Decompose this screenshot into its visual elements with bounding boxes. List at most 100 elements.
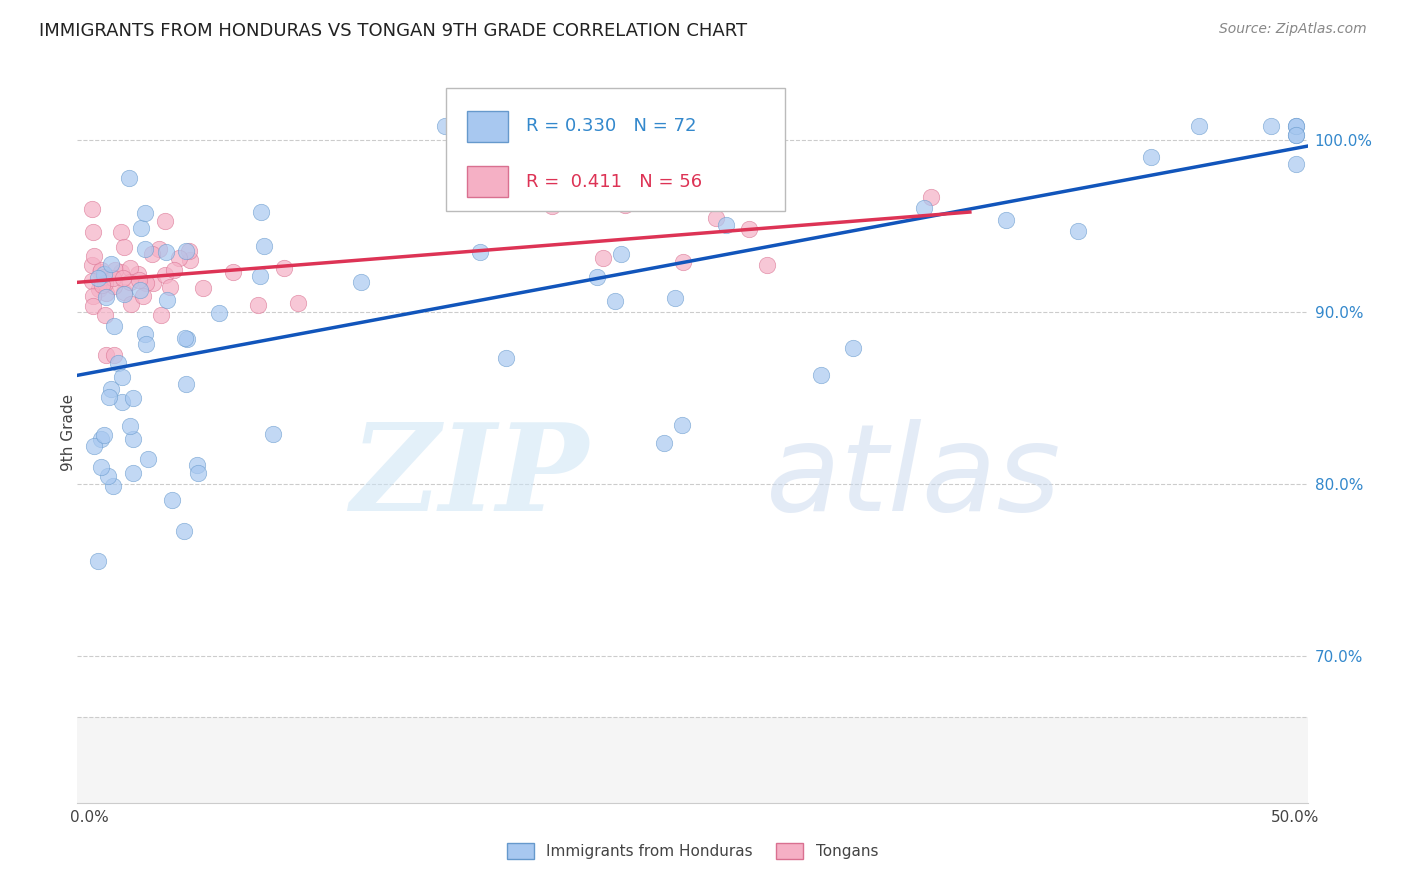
Point <box>1067 224 1090 238</box>
Point <box>755 259 778 273</box>
Point <box>150 308 173 322</box>
Point <box>912 202 935 216</box>
Point <box>96 290 118 304</box>
Point <box>128 273 150 287</box>
Bar <box>77 716 1308 803</box>
Point <box>83 249 105 263</box>
Text: R =  0.411   N = 56: R = 0.411 N = 56 <box>526 172 703 191</box>
Point <box>714 218 737 232</box>
Point <box>1284 119 1306 133</box>
Point <box>97 469 120 483</box>
Point <box>87 270 110 285</box>
Point <box>664 291 686 305</box>
Point <box>122 391 145 405</box>
Point <box>247 298 270 312</box>
Text: atlas: atlas <box>766 418 1062 535</box>
Point <box>97 390 120 404</box>
Point <box>738 221 761 235</box>
Point <box>94 286 117 301</box>
Point <box>118 170 141 185</box>
Point <box>110 265 132 279</box>
Point <box>155 245 177 260</box>
Point <box>93 308 115 322</box>
Point <box>671 417 693 432</box>
Point <box>1260 119 1282 133</box>
Text: R = 0.330   N = 72: R = 0.330 N = 72 <box>526 118 697 136</box>
Point <box>1188 119 1211 133</box>
Point <box>90 460 112 475</box>
Point <box>89 265 111 279</box>
Point <box>89 282 111 296</box>
Point <box>249 268 271 283</box>
Point <box>350 275 373 289</box>
Y-axis label: 9th Grade: 9th Grade <box>62 394 76 471</box>
Point <box>174 331 197 345</box>
Point <box>121 466 143 480</box>
FancyBboxPatch shape <box>447 88 785 211</box>
Point <box>155 268 177 282</box>
Point <box>614 198 637 212</box>
Point <box>110 225 132 239</box>
Point <box>136 452 159 467</box>
Point <box>287 295 309 310</box>
Point <box>603 293 626 308</box>
Point <box>174 244 197 258</box>
Point <box>96 348 118 362</box>
Point <box>93 428 115 442</box>
Point <box>163 262 186 277</box>
Legend: Immigrants from Honduras, Tongans: Immigrants from Honduras, Tongans <box>501 838 884 865</box>
Point <box>83 439 105 453</box>
Point <box>706 211 728 226</box>
Point <box>134 326 156 341</box>
Point <box>541 199 564 213</box>
Point <box>134 206 156 220</box>
Point <box>434 119 457 133</box>
Point <box>112 285 135 299</box>
Point <box>179 244 201 258</box>
Point <box>187 467 209 481</box>
Bar <box>467 111 508 142</box>
Point <box>250 205 273 219</box>
Point <box>1139 150 1161 164</box>
Point <box>609 247 631 261</box>
Point <box>222 265 245 279</box>
Point <box>131 289 153 303</box>
Point <box>80 202 103 217</box>
Point <box>543 185 565 199</box>
Point <box>112 240 135 254</box>
Point <box>160 493 183 508</box>
Point <box>707 119 730 133</box>
Point <box>103 271 125 285</box>
Point <box>103 318 125 333</box>
Point <box>156 293 179 307</box>
Point <box>169 251 191 265</box>
Point <box>91 278 114 293</box>
Point <box>586 269 609 284</box>
Point <box>90 263 112 277</box>
Point <box>90 433 112 447</box>
Point <box>111 395 134 409</box>
Point <box>495 351 517 365</box>
Point <box>153 214 176 228</box>
Point <box>82 289 104 303</box>
Point <box>122 432 145 446</box>
Point <box>94 276 117 290</box>
Text: IMMIGRANTS FROM HONDURAS VS TONGAN 9TH GRADE CORRELATION CHART: IMMIGRANTS FROM HONDURAS VS TONGAN 9TH G… <box>39 22 748 40</box>
Point <box>80 258 103 272</box>
Point <box>1284 128 1306 142</box>
Point <box>135 276 157 290</box>
Point <box>93 269 115 284</box>
Point <box>920 190 942 204</box>
Point <box>80 274 103 288</box>
Point <box>208 306 231 320</box>
Bar <box>467 166 508 197</box>
Point <box>159 280 181 294</box>
Point <box>112 270 135 285</box>
Point <box>103 348 125 362</box>
Point <box>841 341 863 355</box>
Text: Source: ZipAtlas.com: Source: ZipAtlas.com <box>1219 22 1367 37</box>
Point <box>1284 128 1306 142</box>
Point <box>134 242 156 256</box>
Text: ZIP: ZIP <box>350 417 588 536</box>
Point <box>129 221 152 235</box>
